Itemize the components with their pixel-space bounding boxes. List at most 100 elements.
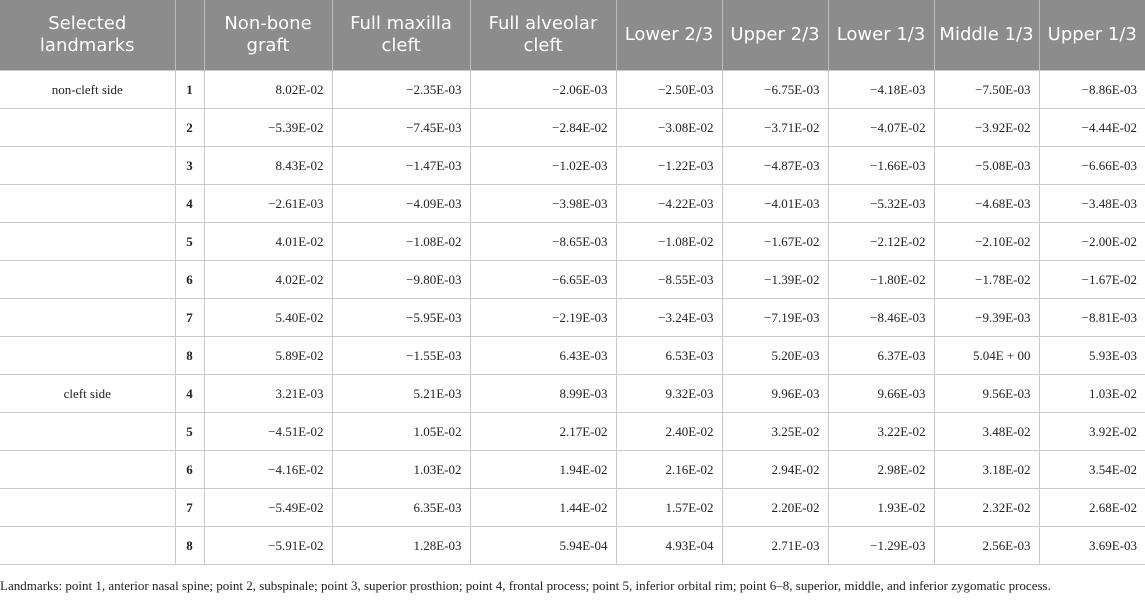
value-cell: 3.25E-02 <box>721 412 828 451</box>
value-cell: 6.53E-03 <box>615 336 722 375</box>
value-cell: −8.86E-03 <box>1038 70 1145 109</box>
value-cell: 1.57E-02 <box>615 488 722 527</box>
data-table-container: Selected landmarks Non-bone graft Full max… <box>0 0 1145 565</box>
value-cell: −3.08E-02 <box>615 108 722 147</box>
point-number: 4 <box>174 184 204 223</box>
table-header: Selected landmarks Non-bone graft Full max… <box>0 0 1145 71</box>
value-cell: −8.81E-03 <box>1038 298 1145 337</box>
value-cell: 1.94E-02 <box>469 450 616 489</box>
column-header-6: Upper 2/3 <box>721 0 828 71</box>
column-header-9: Upper 1/3 <box>1038 0 1145 71</box>
value-cell: −4.07E-02 <box>827 108 934 147</box>
value-cell: 4.02E-02 <box>203 260 332 299</box>
value-cell: −1.29E-03 <box>827 526 934 565</box>
value-cell: 5.93E-03 <box>1038 336 1145 375</box>
column-header-7: Lower 1/3 <box>827 0 934 71</box>
table-row: 7 −5.49E-02 6.35E-03 1.44E-02 1.57E-02 2.20E-… <box>0 488 1145 527</box>
value-cell: 6.43E-03 <box>469 336 616 375</box>
header-row: Selected landmarks Non-bone graft Full max… <box>0 0 1145 71</box>
point-number: 5 <box>174 222 204 261</box>
value-cell: −1.22E-03 <box>615 146 722 185</box>
value-cell: −4.87E-03 <box>721 146 828 185</box>
group-cell-empty <box>0 108 175 147</box>
value-cell: −4.51E-02 <box>203 412 332 451</box>
value-cell: −4.18E-03 <box>827 70 934 109</box>
table-row: 2 −5.39E-02 −7.45E-03 −2.84E-02 −3.08E-02 −3.… <box>0 108 1145 147</box>
point-number: 8 <box>174 336 204 375</box>
value-cell: 2.17E-02 <box>469 412 616 451</box>
value-cell: −3.48E-03 <box>1038 184 1145 223</box>
value-cell: 1.44E-02 <box>469 488 616 527</box>
value-cell: 3.22E-02 <box>827 412 934 451</box>
value-cell: −7.50E-03 <box>933 70 1039 109</box>
value-cell: 2.40E-02 <box>615 412 722 451</box>
value-cell: −7.45E-03 <box>331 108 470 147</box>
value-cell: −5.95E-03 <box>331 298 470 337</box>
landmark-displacement-table: Selected landmarks Non-bone graft Full max… <box>0 0 1145 565</box>
value-cell: −2.84E-02 <box>469 108 616 147</box>
table-row: 6 4.02E-02 −9.80E-03 −6.65E-03 −8.55E-03 −1.3… <box>0 260 1145 299</box>
value-cell: −2.06E-03 <box>469 70 616 109</box>
table-row: 6 −4.16E-02 1.03E-02 1.94E-02 2.16E-02 2.94E-… <box>0 450 1145 489</box>
value-cell: −3.92E-02 <box>933 108 1039 147</box>
table-row: 5 4.01E-02 −1.08E-02 −8.65E-03 −1.08E-02 −1.6… <box>0 222 1145 261</box>
group-cell-empty <box>0 222 175 261</box>
point-number: 7 <box>174 298 204 337</box>
table-row: 5 −4.51E-02 1.05E-02 2.17E-02 2.40E-02 3.25E-… <box>0 412 1145 451</box>
value-cell: −9.80E-03 <box>331 260 470 299</box>
value-cell: −9.39E-03 <box>933 298 1039 337</box>
value-cell: −6.75E-03 <box>721 70 828 109</box>
group-cell-empty <box>0 146 175 185</box>
value-cell: 6.35E-03 <box>331 488 470 527</box>
value-cell: −5.49E-02 <box>203 488 332 527</box>
point-number: 2 <box>174 108 204 147</box>
column-header-3: Full maxilla cleft <box>331 0 470 71</box>
value-cell: 8.43E-02 <box>203 146 332 185</box>
table-row: 7 5.40E-02 −5.95E-03 −2.19E-03 −3.24E-03 −7.1… <box>0 298 1145 337</box>
value-cell: 3.92E-02 <box>1038 412 1145 451</box>
column-header-2: Non-bone graft <box>203 0 332 71</box>
value-cell: 1.93E-02 <box>827 488 934 527</box>
value-cell: 4.01E-02 <box>203 222 332 261</box>
value-cell: 2.56E-03 <box>933 526 1039 565</box>
value-cell: 5.40E-02 <box>203 298 332 337</box>
value-cell: 3.69E-03 <box>1038 526 1145 565</box>
group-label: cleft side <box>0 374 175 413</box>
value-cell: 2.98E-02 <box>827 450 934 489</box>
point-number: 6 <box>174 450 204 489</box>
value-cell: −1.80E-02 <box>827 260 934 299</box>
value-cell: −5.32E-03 <box>827 184 934 223</box>
value-cell: 5.94E-04 <box>469 526 616 565</box>
group-cell-empty <box>0 298 175 337</box>
table-row: cleft side 4 3.21E-03 5.21E-03 8.99E-03 9.32E… <box>0 374 1145 413</box>
value-cell: −1.55E-03 <box>331 336 470 375</box>
value-cell: −2.10E-02 <box>933 222 1039 261</box>
value-cell: 5.21E-03 <box>331 374 470 413</box>
value-cell: −2.00E-02 <box>1038 222 1145 261</box>
value-cell: −7.19E-03 <box>721 298 828 337</box>
column-header-5: Lower 2/3 <box>615 0 722 71</box>
value-cell: −2.19E-03 <box>469 298 616 337</box>
value-cell: −1.66E-03 <box>827 146 934 185</box>
value-cell: 2.20E-02 <box>721 488 828 527</box>
column-header-4: Full alveolar cleft <box>469 0 616 71</box>
value-cell: 2.16E-02 <box>615 450 722 489</box>
value-cell: −1.08E-02 <box>615 222 722 261</box>
value-cell: 1.03E-02 <box>331 450 470 489</box>
value-cell: 9.32E-03 <box>615 374 722 413</box>
table-row: 8 5.89E-02 −1.55E-03 6.43E-03 6.53E-03 5.20E-… <box>0 336 1145 375</box>
value-cell: 5.89E-02 <box>203 336 332 375</box>
value-cell: 3.54E-02 <box>1038 450 1145 489</box>
value-cell: −1.67E-02 <box>721 222 828 261</box>
point-number: 7 <box>174 488 204 527</box>
value-cell: −8.65E-03 <box>469 222 616 261</box>
value-cell: −2.35E-03 <box>331 70 470 109</box>
group-cell-empty <box>0 488 175 527</box>
value-cell: 2.71E-03 <box>721 526 828 565</box>
table-row: 4 −2.61E-03 −4.09E-03 −3.98E-03 −4.22E-03 −4.… <box>0 184 1145 223</box>
point-number: 1 <box>174 70 204 109</box>
point-number: 6 <box>174 260 204 299</box>
table-row: non-cleft side 1 8.02E-02 −2.35E-03 −2.06E-0… <box>0 70 1145 109</box>
value-cell: −1.08E-02 <box>331 222 470 261</box>
value-cell: −3.71E-02 <box>721 108 828 147</box>
